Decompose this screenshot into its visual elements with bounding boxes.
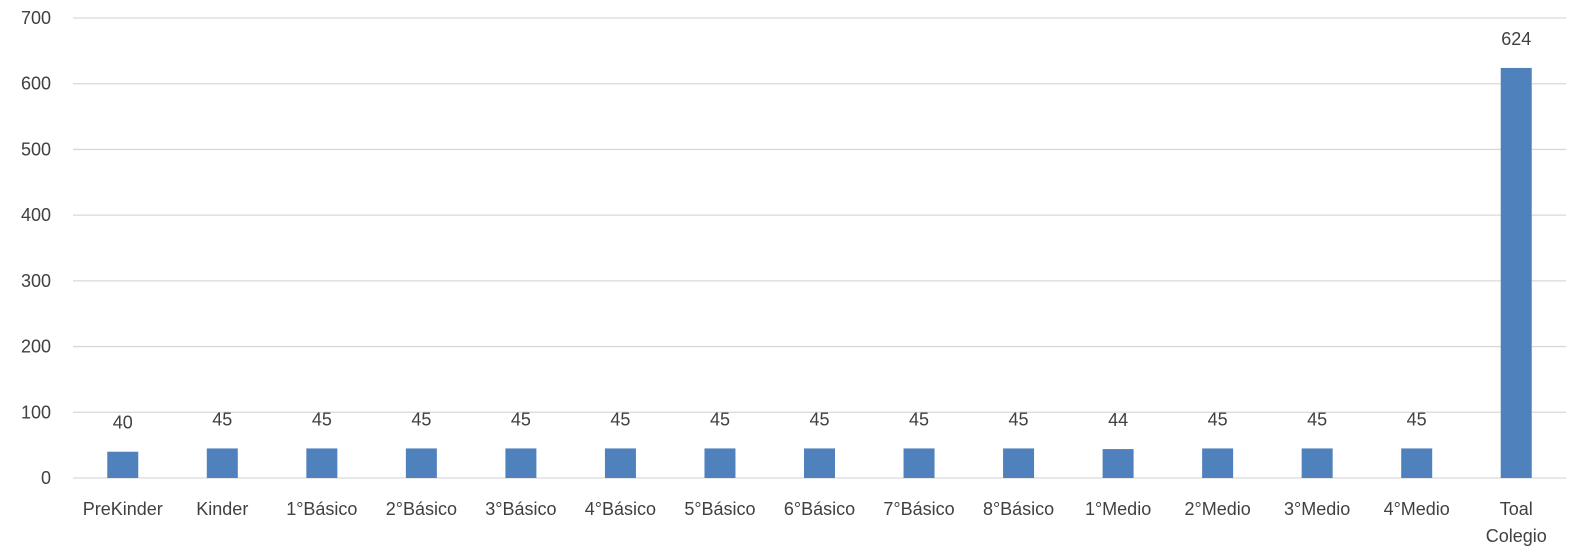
x-tick-label: 5°Básico xyxy=(684,499,755,519)
data-label: 45 xyxy=(610,409,630,429)
data-label: 45 xyxy=(511,409,531,429)
bar xyxy=(1102,449,1134,478)
x-tick-label: 1°Medio xyxy=(1085,499,1151,519)
bar xyxy=(1202,448,1234,478)
bar xyxy=(505,448,537,478)
x-tick-label: Kinder xyxy=(196,499,248,519)
bar xyxy=(1500,67,1532,478)
bar xyxy=(107,451,139,478)
x-tick-label: 2°Básico xyxy=(386,499,457,519)
gridlines xyxy=(73,17,1566,479)
y-tick-label: 700 xyxy=(21,8,51,28)
y-axis-tick-labels: 0 100 200 300 400 500 600 700 xyxy=(21,8,51,488)
y-tick-label: 400 xyxy=(21,205,51,225)
x-tick-label: 4°Básico xyxy=(585,499,656,519)
y-tick-label: 500 xyxy=(21,139,51,159)
y-tick-label: 200 xyxy=(21,337,51,357)
bar xyxy=(206,448,238,478)
bar xyxy=(1301,448,1333,478)
x-tick-label: 7°Básico xyxy=(883,499,954,519)
x-tick-label: 3°Medio xyxy=(1284,499,1350,519)
x-tick-label: 6°Básico xyxy=(784,499,855,519)
bar xyxy=(1401,448,1433,478)
x-tick-label: 2°Medio xyxy=(1185,499,1251,519)
y-tick-label: 600 xyxy=(21,74,51,94)
y-tick-label: 0 xyxy=(41,468,51,488)
y-tick-label: 100 xyxy=(21,402,51,422)
bar xyxy=(604,448,636,478)
data-label: 45 xyxy=(909,409,929,429)
x-tick-label: 4°Medio xyxy=(1384,499,1450,519)
bar xyxy=(1003,448,1035,478)
bar xyxy=(405,448,437,478)
data-labels: 40 45 45 45 45 45 45 45 45 45 44 45 45 45 624 xyxy=(113,29,1532,433)
data-label: 45 xyxy=(710,409,730,429)
data-label: 40 xyxy=(113,413,133,433)
data-label: 45 xyxy=(312,409,332,429)
x-tick-label: 8°Básico xyxy=(983,499,1054,519)
bar xyxy=(704,448,736,478)
x-tick-label: Toal Colegio xyxy=(1486,499,1547,546)
data-label: 45 xyxy=(1407,409,1427,429)
x-axis-tick-labels: PreKinder Kinder 1°Básico 2°Básico 3°Básico 4… xyxy=(83,499,1547,546)
bars xyxy=(107,67,1532,478)
data-label: 45 xyxy=(411,409,431,429)
bar xyxy=(306,448,338,478)
data-label: 45 xyxy=(212,409,232,429)
bar xyxy=(903,448,935,478)
x-tick-label: PreKinder xyxy=(83,499,163,519)
data-label: 45 xyxy=(809,409,829,429)
x-tick-label: 1°Básico xyxy=(286,499,357,519)
data-label: 44 xyxy=(1108,410,1128,430)
data-label: 45 xyxy=(1208,409,1228,429)
bar xyxy=(804,448,835,478)
data-label: 45 xyxy=(1307,409,1327,429)
y-tick-label: 300 xyxy=(21,271,51,291)
data-label: 45 xyxy=(1009,409,1029,429)
x-tick-label: 3°Básico xyxy=(485,499,556,519)
data-label: 624 xyxy=(1501,29,1531,49)
